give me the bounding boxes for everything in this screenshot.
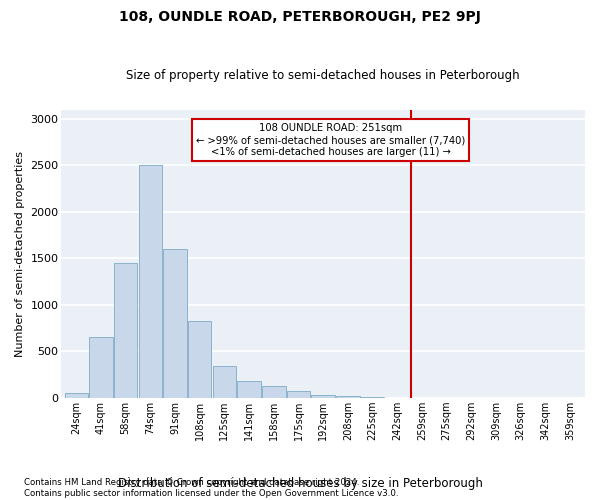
Bar: [188, 321, 211, 398]
Bar: [65, 393, 88, 398]
Title: Size of property relative to semi-detached houses in Peterborough: Size of property relative to semi-detach…: [127, 69, 520, 82]
Bar: [262, 386, 286, 398]
Bar: [336, 396, 359, 398]
Bar: [311, 395, 335, 398]
Bar: [114, 263, 137, 398]
Bar: [287, 391, 310, 398]
Bar: [89, 338, 113, 398]
Bar: [163, 249, 187, 398]
Bar: [238, 382, 261, 398]
Text: 108 OUNDLE ROAD: 251sqm
← >99% of semi-detached houses are smaller (7,740)
<1% o: 108 OUNDLE ROAD: 251sqm ← >99% of semi-d…: [196, 124, 465, 156]
Text: Contains HM Land Registry data © Crown copyright and database right 2024.
Contai: Contains HM Land Registry data © Crown c…: [24, 478, 398, 498]
Bar: [139, 166, 162, 398]
Text: 108, OUNDLE ROAD, PETERBOROUGH, PE2 9PJ: 108, OUNDLE ROAD, PETERBOROUGH, PE2 9PJ: [119, 10, 481, 24]
Y-axis label: Number of semi-detached properties: Number of semi-detached properties: [15, 150, 25, 356]
Bar: [213, 366, 236, 398]
Text: Distribution of semi-detached houses by size in Peterborough: Distribution of semi-detached houses by …: [118, 477, 482, 490]
